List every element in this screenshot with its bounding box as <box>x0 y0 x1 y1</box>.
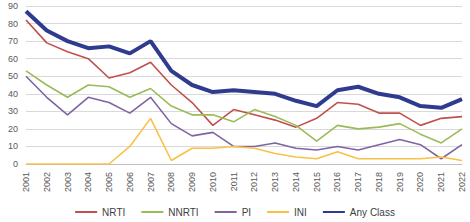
svg-text:NRTI: NRTI <box>102 207 125 218</box>
svg-text:2015: 2015 <box>312 172 322 192</box>
svg-text:2003: 2003 <box>63 172 73 192</box>
svg-text:40: 40 <box>8 89 18 99</box>
svg-text:10: 10 <box>8 141 18 151</box>
svg-text:2020: 2020 <box>415 172 425 192</box>
svg-text:Any Class: Any Class <box>350 207 395 218</box>
svg-text:2011: 2011 <box>229 172 239 191</box>
svg-text:0: 0 <box>13 159 18 169</box>
svg-text:60: 60 <box>8 54 18 64</box>
svg-text:2013: 2013 <box>270 172 280 192</box>
svg-text:2005: 2005 <box>104 172 114 192</box>
svg-text:2010: 2010 <box>208 172 218 192</box>
svg-text:2009: 2009 <box>187 172 197 192</box>
svg-text:2017: 2017 <box>353 172 363 192</box>
svg-text:2019: 2019 <box>395 172 405 192</box>
svg-text:INI: INI <box>294 207 307 218</box>
svg-text:2006: 2006 <box>125 172 135 192</box>
svg-text:2007: 2007 <box>146 172 156 192</box>
svg-text:NNRTI: NNRTI <box>168 207 198 218</box>
svg-text:30: 30 <box>8 106 18 116</box>
svg-text:2004: 2004 <box>83 172 93 192</box>
svg-text:90: 90 <box>8 1 18 11</box>
svg-text:80: 80 <box>8 19 18 29</box>
svg-text:2022: 2022 <box>457 172 467 192</box>
svg-text:2016: 2016 <box>332 172 342 192</box>
svg-text:2001: 2001 <box>21 172 31 192</box>
svg-text:2008: 2008 <box>166 172 176 192</box>
svg-text:2018: 2018 <box>374 172 384 192</box>
svg-text:2021: 2021 <box>436 172 446 192</box>
svg-text:50: 50 <box>8 71 18 81</box>
svg-text:70: 70 <box>8 36 18 46</box>
svg-text:PI: PI <box>242 207 251 218</box>
svg-text:2002: 2002 <box>42 172 52 192</box>
svg-text:20: 20 <box>8 124 18 134</box>
svg-text:2012: 2012 <box>249 172 259 192</box>
svg-text:2014: 2014 <box>291 172 301 192</box>
